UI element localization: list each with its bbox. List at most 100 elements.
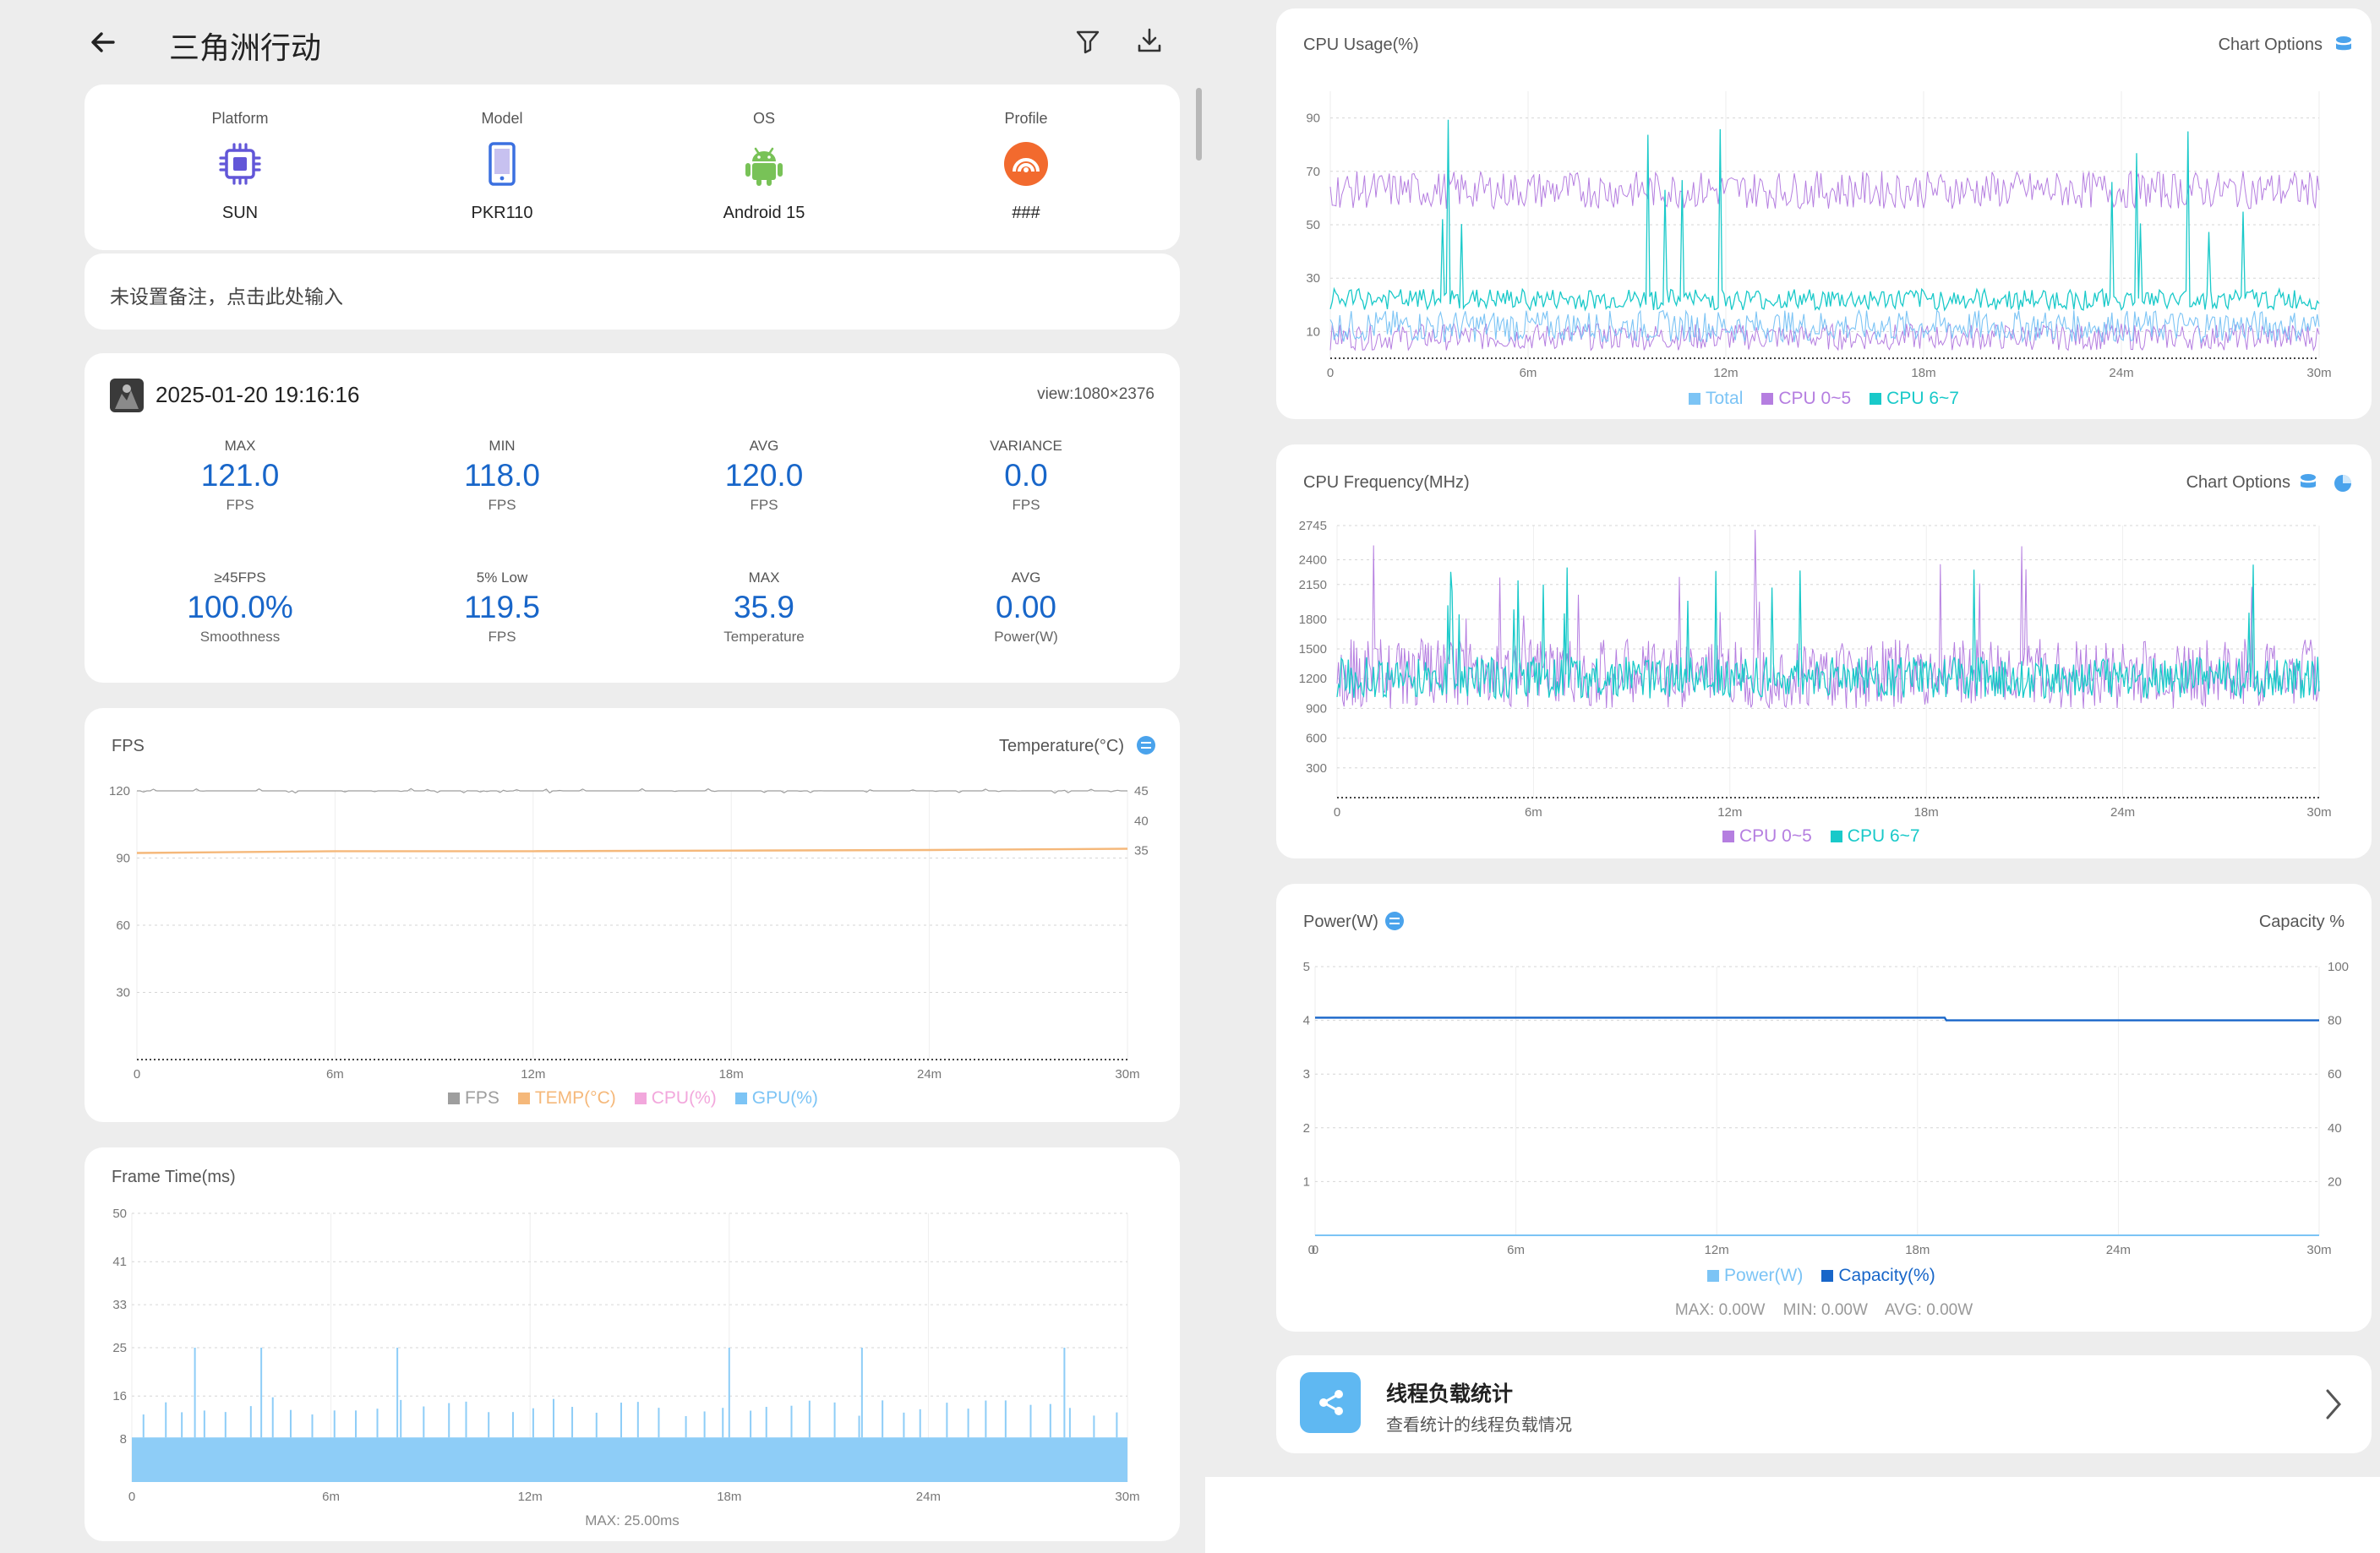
x-tick-label: 12m [1713, 366, 1738, 380]
legend-swatch [1761, 393, 1774, 405]
x-tick-label: 12m [518, 1490, 543, 1504]
y-tick-label: 30 [1306, 271, 1320, 286]
x-tick-label: 0 [1334, 805, 1340, 820]
legend-label: FPS [465, 1088, 499, 1108]
device-card: Platform SUN Model PKR110 OS [85, 84, 1180, 250]
x-tick-label: 30m [1115, 1067, 1139, 1082]
x-tick-label: 24m [2110, 805, 2135, 820]
legend-item[interactable]: GPU(%) [734, 1088, 818, 1109]
y-tick-label: 70 [1306, 165, 1320, 179]
stat-max-temp: MAX 35.9 Temperature [723, 569, 805, 645]
legend-item[interactable]: CPU 6~7 [1830, 826, 1920, 847]
y-tick-label: 2 [1303, 1121, 1310, 1136]
cpu67-series-line [1329, 119, 2320, 312]
database-icon[interactable] [2334, 35, 2353, 56]
legend-label: Total [1706, 389, 1744, 408]
fps-series-line [137, 787, 1127, 794]
filter-icon[interactable] [1073, 27, 1102, 56]
x-tick-label: 0 [134, 1067, 140, 1082]
legend-item[interactable]: Power(W) [1707, 1266, 1803, 1286]
fps-chart-legend: FPS TEMP(°C) CPU(%) GPU(%) [448, 1088, 818, 1109]
note-input[interactable]: 未设置备注，点击此处输入 [85, 253, 1180, 330]
cpu-frequency-legend: CPU 0~5 CPU 6~7 [1722, 826, 1920, 847]
y2-tick-label: 80 [2328, 1014, 2342, 1028]
y-tick-label: 2745 [1299, 519, 1327, 533]
download-icon[interactable] [1134, 25, 1165, 56]
legend-item[interactable]: FPS [448, 1088, 499, 1109]
cpu05-series-line [1329, 170, 2320, 210]
legend-item[interactable]: Total [1689, 389, 1743, 409]
cpu-usage-title: CPU Usage(%) [1303, 35, 1419, 54]
power-summary: MAX: 0.00W MIN: 0.00W AVG: 0.00W [1674, 1301, 1973, 1319]
capacity-axis-title: Capacity % [2258, 913, 2345, 931]
session-view: view:1080×2376 [1037, 385, 1155, 403]
x-tick-label: 30m [2306, 805, 2331, 820]
legend-swatch [734, 1093, 747, 1104]
note-placeholder: 未设置备注，点击此处输入 [110, 286, 343, 308]
profile-icon [1004, 142, 1048, 186]
legend-item[interactable]: CPU 0~5 [1761, 389, 1851, 409]
legend-item[interactable]: TEMP(°C) [517, 1088, 616, 1109]
x-tick-label: 6m [1507, 1243, 1525, 1257]
pie-icon[interactable] [2333, 473, 2353, 493]
x-tick-label: 6m [1525, 805, 1542, 820]
x-tick-label: 0 [128, 1490, 135, 1504]
legend-swatch [517, 1093, 530, 1104]
y-tick-label: 1200 [1299, 672, 1327, 686]
y-tick-label: 50 [1306, 218, 1320, 232]
legend-label: CPU(%) [651, 1088, 717, 1108]
y2-tick-label: 40 [1134, 814, 1149, 828]
chart-options-button[interactable]: Chart Options [2186, 473, 2290, 492]
frame-time-card: Frame Time(ms) 8 16 25 33 41 50 0 6m 12m 18m 24m 30… [85, 1147, 1180, 1541]
stat-avg-fps: AVG 120.0 FPS [724, 438, 804, 513]
y-tick-label: 1800 [1299, 613, 1327, 627]
x-tick-label: 6m [326, 1067, 344, 1082]
y-tick-label: 16 [112, 1389, 127, 1403]
power-card: Power(W) Capacity % 1 2 3 4 5 20 40 60 80 100 0 6m 1… [1276, 884, 2372, 1332]
legend-label: GPU(%) [751, 1088, 818, 1108]
legend-swatch [1707, 1270, 1719, 1282]
x-tick-label: 12m [1705, 1243, 1729, 1257]
device-value: SUN [221, 204, 259, 222]
cpu-usage-legend: Total CPU 0~5 CPU 6~7 [1689, 389, 1959, 409]
cpu-usage-chart: 10 30 50 70 90 0 6m 12m 18m 24m 30m [1306, 91, 2332, 380]
y-tick-label: 120 [109, 784, 130, 798]
x-tick-label: 18m [1905, 1243, 1930, 1257]
power-legend: Power(W) Capacity(%) [1707, 1266, 1935, 1286]
scrollbar[interactable] [1196, 88, 1202, 161]
x-tick-label: 0 [1312, 1243, 1318, 1257]
chevron-right-icon[interactable] [2321, 1386, 2346, 1423]
y-tick-label: 10 [1306, 324, 1320, 339]
y-tick-label: 25 [112, 1341, 127, 1355]
legend-label: CPU 6~7 [1886, 389, 1959, 408]
cpu05-low-line [1329, 322, 2320, 351]
database-icon[interactable] [2299, 473, 2317, 493]
legend-label: Capacity(%) [1838, 1266, 1935, 1285]
legend-label: CPU 6~7 [1847, 826, 1920, 846]
y-tick-label: 900 [1306, 701, 1327, 716]
frame-time-chart: 8 16 25 33 41 50 0 6m 12m 18m 24m 30m [112, 1207, 1139, 1504]
legend-item[interactable]: CPU 6~7 [1870, 389, 1959, 409]
legend-item[interactable]: Capacity(%) [1821, 1266, 1935, 1286]
x-tick-label: 12m [1717, 805, 1742, 820]
arrow-left-icon[interactable] [88, 27, 118, 57]
legend-item[interactable]: CPU 0~5 [1722, 826, 1812, 847]
legend-item[interactable]: CPU(%) [634, 1088, 717, 1109]
chart-options-button[interactable]: Chart Options [2218, 35, 2323, 54]
page-title: 三角洲行动 [169, 30, 322, 65]
x-tick-label: 24m [2109, 366, 2133, 380]
x-tick-label: 30m [1115, 1490, 1139, 1504]
cpu67-series-line [1336, 564, 2320, 700]
y2-tick-label: 35 [1134, 844, 1149, 858]
toggle-icon[interactable] [1136, 735, 1156, 755]
toggle-icon[interactable] [1384, 911, 1405, 931]
y-tick-label: 2150 [1299, 578, 1327, 592]
stat-variance: VARIANCE 0.0 FPS [990, 438, 1062, 513]
thread-load-subtitle: 查看统计的线程负载情况 [1386, 1416, 1572, 1435]
y-tick-label: 1500 [1299, 642, 1327, 657]
y-tick-label: 50 [112, 1207, 127, 1221]
x-tick-label: 6m [1520, 366, 1537, 380]
thread-load-row[interactable]: 线程负载统计 查看统计的线程负载情况 [1276, 1355, 2372, 1453]
legend-label: TEMP(°C) [534, 1088, 616, 1108]
